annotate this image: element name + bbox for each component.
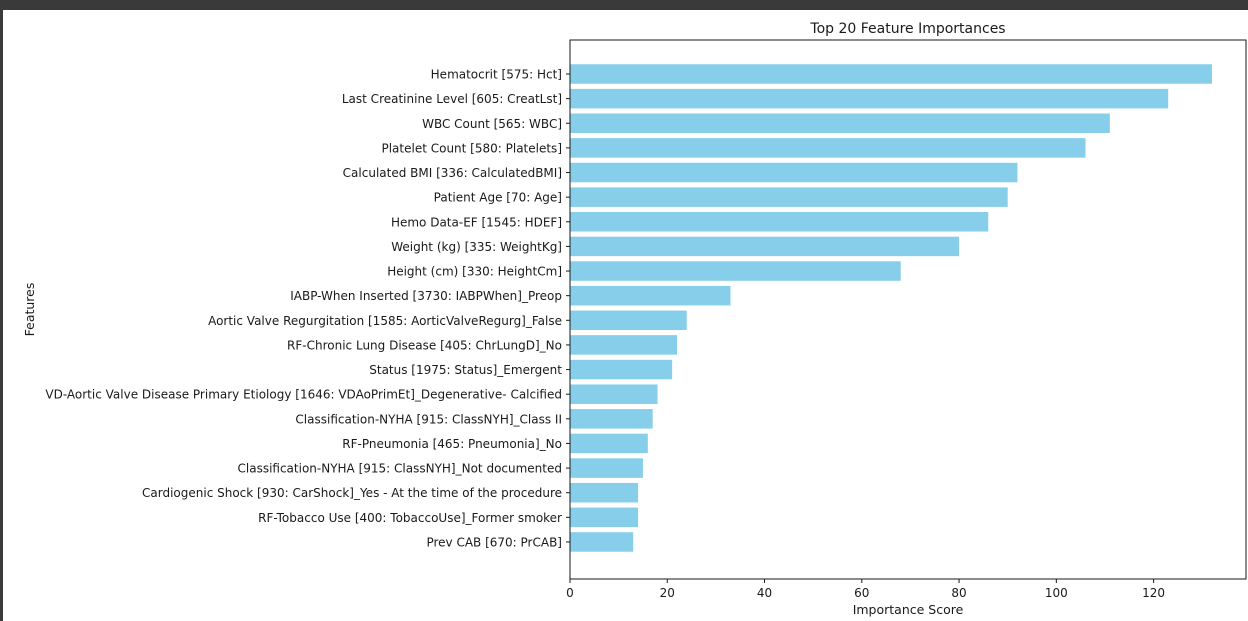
- y-tick-label: Classification-NYHA [915: ClassNYH]_Clas…: [295, 412, 562, 426]
- bar: [570, 335, 677, 355]
- y-tick-label: Calculated BMI [336: CalculatedBMI]: [343, 166, 562, 180]
- y-tick-label: Cardiogenic Shock [930: CarShock]_Yes - …: [142, 486, 562, 500]
- bar: [570, 138, 1086, 158]
- y-tick-label: RF-Tobacco Use [400: TobaccoUse]_Former …: [258, 511, 562, 525]
- chart-title: Top 20 Feature Importances: [809, 21, 1005, 37]
- bar: [570, 261, 901, 281]
- bar: [570, 64, 1212, 84]
- bar: [570, 482, 639, 503]
- bar: [570, 310, 687, 331]
- x-tick-label: 20: [660, 586, 675, 600]
- y-tick-label: Prev CAB [670: PrCAB]: [426, 535, 562, 549]
- y-tick-label: Aortic Valve Regurgitation [1585: Aortic…: [208, 314, 562, 328]
- x-tick-label: 0: [566, 586, 574, 600]
- x-ticks-group: 0 20 40 60 80 100 120: [566, 579, 1165, 600]
- bar: [570, 88, 1169, 109]
- bar: [570, 458, 643, 478]
- y-axis-label: Features: [22, 283, 37, 337]
- y-tick-label: Weight (kg) [335: WeightKg]: [391, 240, 562, 254]
- bar: [570, 507, 639, 528]
- y-tick-label: Height (cm) [330: HeightCm]: [387, 265, 562, 279]
- y-tick-label: Last Creatinine Level [605: CreatLst]: [342, 92, 562, 106]
- bar: [570, 236, 960, 257]
- y-tick-label: Status [1975: Status]_Emergent: [369, 363, 562, 377]
- x-tick-label: 120: [1142, 586, 1165, 600]
- x-tick-label: 60: [854, 586, 869, 600]
- bar: [570, 187, 1008, 207]
- bar: [570, 162, 1018, 183]
- x-tick-label: 80: [951, 586, 966, 600]
- bars-group: [570, 64, 1212, 552]
- y-tick-label: Hematocrit [575: Hct]: [431, 68, 562, 82]
- y-tick-labels-group: Hematocrit [575: Hct] Last Creatinine Lev…: [45, 68, 570, 549]
- bar: [570, 409, 653, 429]
- y-tick-label: Hemo Data-EF [1545: HDEF]: [391, 215, 562, 229]
- y-tick-label: RF-Chronic Lung Disease [405: ChrLungD]_…: [287, 338, 562, 352]
- bar: [570, 532, 634, 552]
- x-tick-label: 100: [1045, 586, 1068, 600]
- x-tick-label: 40: [757, 586, 772, 600]
- y-tick-label: IABP-When Inserted [3730: IABPWhen]_Preo…: [290, 289, 562, 303]
- y-tick-label: Platelet Count [580: Platelets]: [381, 141, 562, 155]
- y-tick-label: RF-Pneumonia [465: Pneumonia]_No: [342, 437, 562, 451]
- bar: [570, 384, 658, 404]
- y-tick-label: Classification-NYHA [915: ClassNYH]_Not …: [238, 462, 563, 476]
- y-tick-label: WBC Count [565: WBC]: [422, 117, 562, 131]
- y-tick-label: Patient Age [70: Age]: [434, 191, 562, 205]
- bar: [570, 359, 673, 380]
- plot-area-border: [569, 39, 1247, 580]
- bar: [570, 212, 989, 232]
- y-tick-label: VD-Aortic Valve Disease Primary Etiology…: [45, 388, 562, 402]
- bar: [570, 113, 1110, 134]
- bar: [570, 285, 731, 306]
- x-axis-label: Importance Score: [853, 602, 964, 617]
- bar: [570, 433, 648, 454]
